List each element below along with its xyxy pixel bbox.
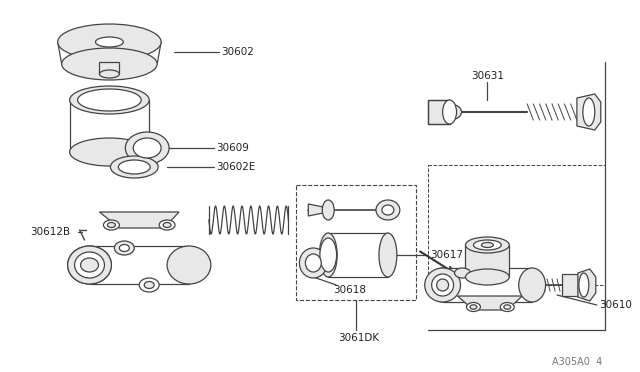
Text: 30618: 30618 <box>333 285 366 295</box>
Ellipse shape <box>118 160 150 174</box>
Ellipse shape <box>583 98 595 126</box>
Ellipse shape <box>443 100 456 124</box>
Text: 30631: 30631 <box>472 71 504 81</box>
Bar <box>428 100 449 124</box>
Ellipse shape <box>429 268 456 302</box>
Ellipse shape <box>481 243 493 247</box>
Polygon shape <box>458 296 522 310</box>
Text: 30612B: 30612B <box>30 227 70 237</box>
Ellipse shape <box>376 200 400 220</box>
Bar <box>428 100 449 124</box>
Ellipse shape <box>111 156 158 178</box>
Ellipse shape <box>99 70 119 78</box>
Ellipse shape <box>133 138 161 158</box>
Text: 30617: 30617 <box>429 250 463 260</box>
Text: 30602: 30602 <box>221 47 253 57</box>
Ellipse shape <box>465 269 509 285</box>
Text: 30609: 30609 <box>216 143 249 153</box>
Ellipse shape <box>77 89 141 111</box>
Polygon shape <box>70 100 149 152</box>
Ellipse shape <box>58 24 161 60</box>
Ellipse shape <box>81 258 99 272</box>
Ellipse shape <box>125 132 169 164</box>
Bar <box>99 62 119 74</box>
Ellipse shape <box>319 233 337 277</box>
Polygon shape <box>99 212 179 228</box>
Ellipse shape <box>474 240 501 250</box>
Ellipse shape <box>467 302 481 311</box>
Polygon shape <box>578 269 596 301</box>
Ellipse shape <box>61 48 157 80</box>
Ellipse shape <box>500 302 514 311</box>
Bar <box>428 165 605 285</box>
Polygon shape <box>58 42 161 64</box>
Bar <box>562 274 578 296</box>
Ellipse shape <box>95 37 124 47</box>
Ellipse shape <box>115 241 134 255</box>
Text: 3061DK: 3061DK <box>338 333 380 343</box>
Ellipse shape <box>68 246 111 284</box>
Ellipse shape <box>159 220 175 230</box>
Ellipse shape <box>144 282 154 289</box>
Ellipse shape <box>470 305 477 309</box>
Ellipse shape <box>167 246 211 284</box>
Ellipse shape <box>323 200 334 220</box>
Polygon shape <box>577 94 601 130</box>
Ellipse shape <box>431 274 454 296</box>
Ellipse shape <box>108 222 115 228</box>
Ellipse shape <box>305 254 321 272</box>
Text: 30610: 30610 <box>599 300 632 310</box>
Ellipse shape <box>382 205 394 215</box>
Ellipse shape <box>504 305 511 309</box>
Ellipse shape <box>425 268 461 302</box>
Text: 30602E: 30602E <box>216 162 255 172</box>
Bar <box>465 245 509 277</box>
Ellipse shape <box>379 233 397 277</box>
Polygon shape <box>308 204 323 216</box>
Ellipse shape <box>119 244 129 251</box>
Polygon shape <box>443 268 532 302</box>
Ellipse shape <box>454 268 470 278</box>
Ellipse shape <box>465 237 509 253</box>
Ellipse shape <box>518 268 545 302</box>
Ellipse shape <box>68 246 111 284</box>
Ellipse shape <box>163 222 171 228</box>
Bar <box>296 185 416 300</box>
Polygon shape <box>90 246 189 284</box>
Ellipse shape <box>579 273 589 297</box>
Ellipse shape <box>70 138 149 166</box>
Ellipse shape <box>75 252 104 278</box>
Text: A305A0  4: A305A0 4 <box>552 357 602 367</box>
Ellipse shape <box>140 278 159 292</box>
Ellipse shape <box>104 220 119 230</box>
Ellipse shape <box>300 248 327 278</box>
Polygon shape <box>328 233 388 277</box>
Ellipse shape <box>438 104 461 120</box>
Ellipse shape <box>436 279 449 291</box>
Ellipse shape <box>70 86 149 114</box>
Ellipse shape <box>320 238 337 272</box>
